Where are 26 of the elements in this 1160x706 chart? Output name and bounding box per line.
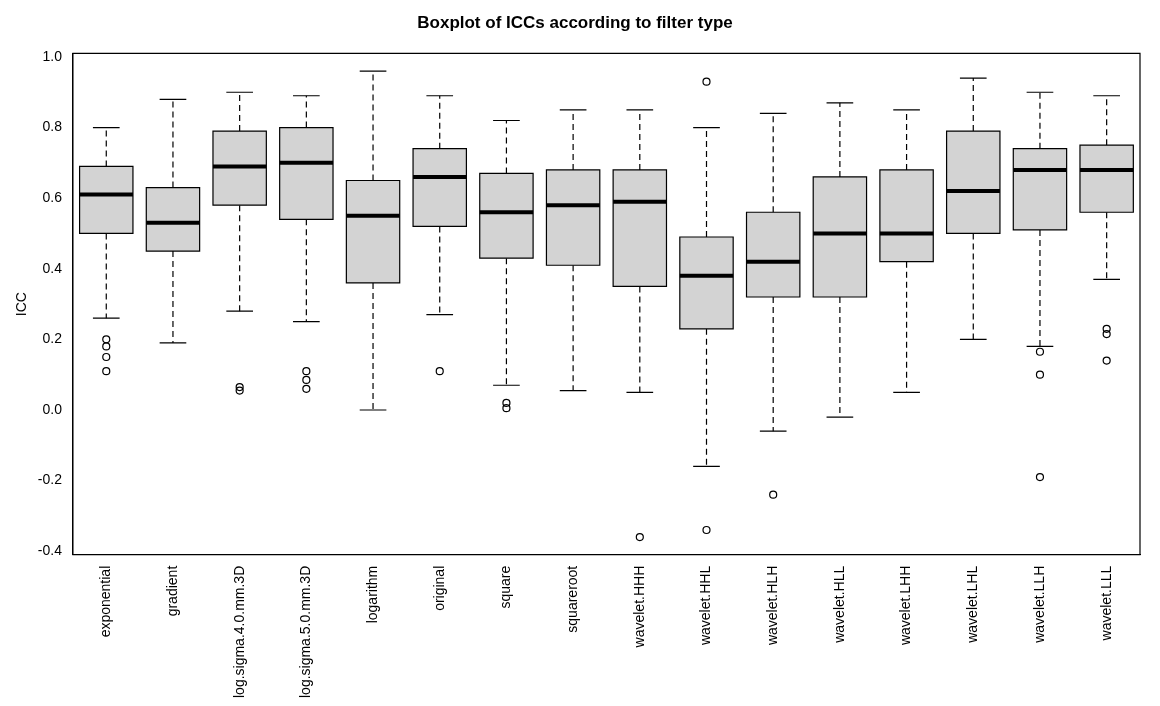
y-tick-label: 0.4: [42, 259, 63, 276]
x-tick-label: log.sigma.4.0.mm.3D: [230, 565, 247, 699]
x-tick-label: wavelet.LHH: [897, 565, 914, 647]
x-tick-label: wavelet.HHL: [697, 565, 714, 647]
x-tick-label: wavelet.LLH: [1030, 565, 1047, 644]
y-axis-title: ICC: [13, 292, 30, 317]
chart-title: Boxplot of ICCs according to filter type: [417, 12, 733, 32]
x-tick-label: wavelet.HLH: [764, 565, 781, 647]
x-tick-label: square: [497, 565, 514, 609]
x-tick-label: wavelet.LLL: [1097, 565, 1114, 642]
x-tick-label: wavelet.LHL: [964, 565, 981, 644]
x-tick-label: wavelet.HLL: [830, 565, 847, 644]
y-tick-label: 0.8: [42, 118, 63, 135]
x-tick-label: wavelet.HHH: [630, 565, 647, 649]
x-tick-label: log.sigma.5.0.mm.3D: [297, 565, 314, 699]
y-tick-label: 0.2: [42, 330, 63, 347]
x-tick-label: squareroot: [563, 565, 580, 633]
x-tick-label: logarithm: [363, 565, 380, 624]
x-tick-label: gradient: [163, 565, 180, 617]
y-tick-label: -0.4: [37, 542, 63, 559]
x-tick-label: original: [430, 565, 447, 611]
y-tick-label: 0.6: [42, 189, 63, 206]
y-tick-label: 1.0: [42, 47, 63, 64]
x-tick-label: exponential: [97, 565, 114, 638]
y-tick-label: 0.0: [42, 400, 63, 417]
y-tick-label: -0.2: [37, 471, 63, 488]
